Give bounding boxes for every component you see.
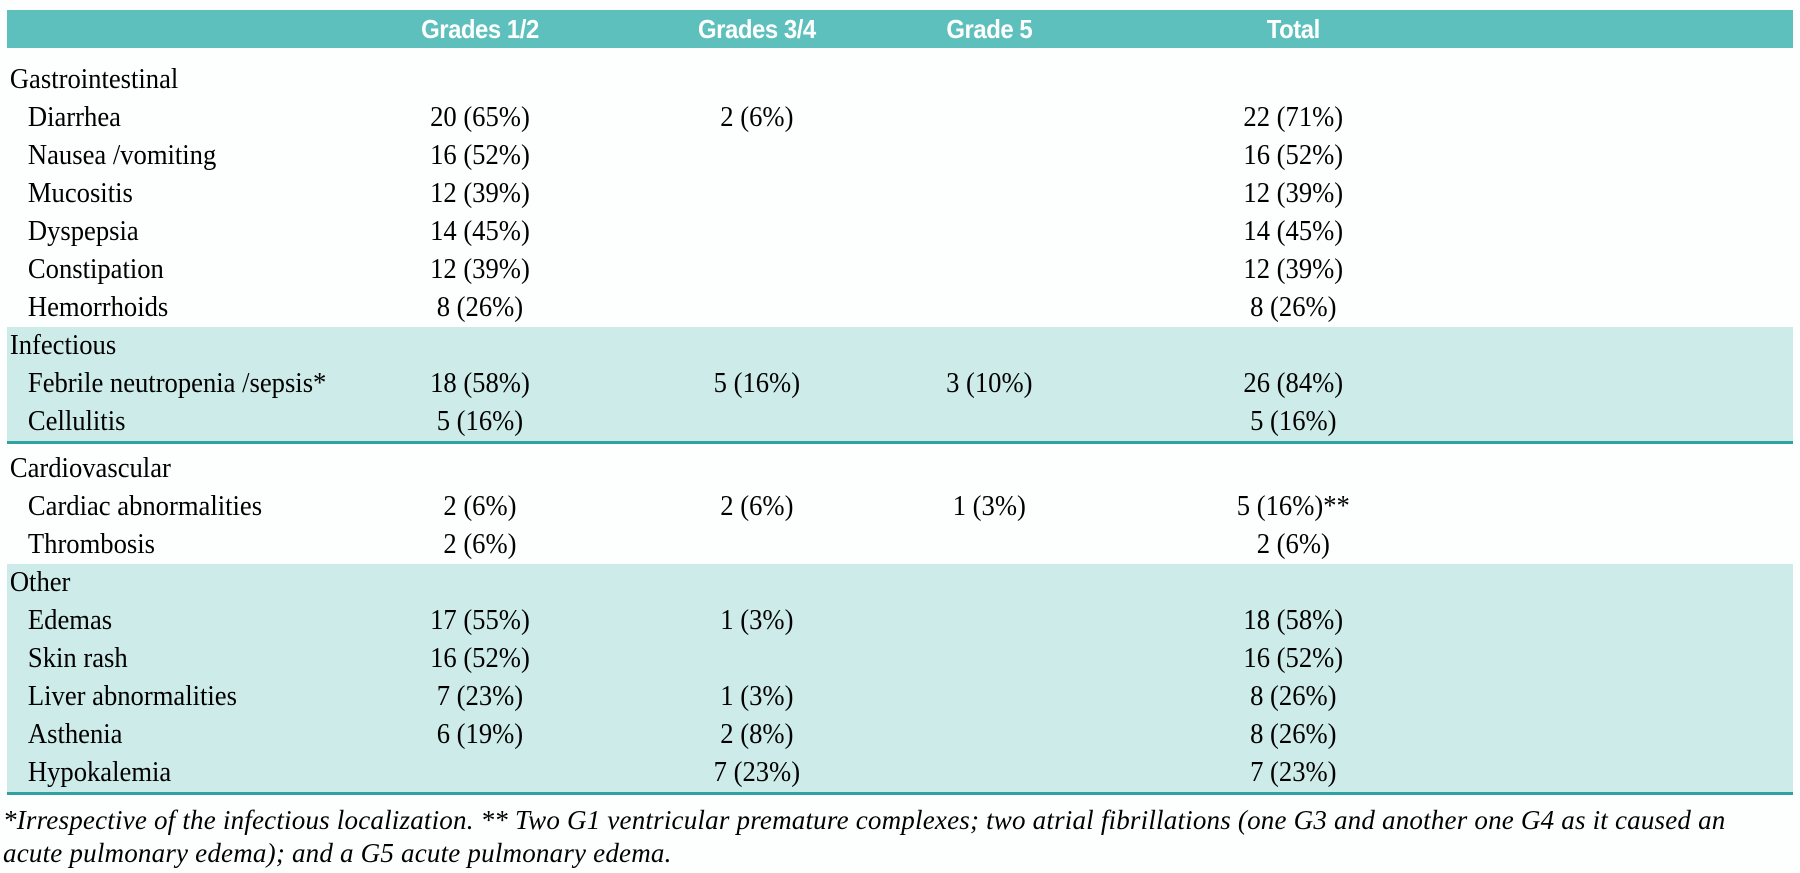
section-header-row: Gastrointestinal bbox=[7, 61, 1793, 99]
table-row: Asthenia 6 (19%) 2 (8%) 8 (26%) bbox=[7, 716, 1793, 754]
table-header-row: Grades 1/2 Grades 3/4 Grade 5 Total bbox=[7, 10, 1793, 48]
cell-grades-3-4: 2 (6%) bbox=[720, 491, 794, 522]
cell-grades-1-2: 7 (23%) bbox=[437, 681, 524, 712]
cell-total: 18 (58%) bbox=[1243, 605, 1343, 636]
row-label: Thrombosis bbox=[27, 529, 155, 560]
column-header-grades-1-2: Grades 1/2 bbox=[421, 13, 540, 44]
cell-grade-5: 1 (3%) bbox=[952, 491, 1026, 522]
cell-total: 12 (39%) bbox=[1243, 178, 1343, 209]
section-title: Cardiovascular bbox=[9, 453, 171, 484]
cell-grades-3-4: 1 (3%) bbox=[720, 681, 794, 712]
section-header-row: Cardiovascular bbox=[7, 450, 1793, 488]
cell-grades-1-2: 12 (39%) bbox=[430, 178, 531, 209]
row-label: Nausea /vomiting bbox=[27, 140, 217, 171]
table-row: Constipation 12 (39%) 12 (39%) bbox=[7, 251, 1793, 289]
row-label: Mucositis bbox=[27, 178, 133, 209]
cell-grade-5: 3 (10%) bbox=[946, 368, 1033, 399]
table-footnote: *Irrespective of the infectious localiza… bbox=[3, 805, 1726, 868]
table-row: Skin rash 16 (52%) 16 (52%) bbox=[7, 640, 1793, 678]
cell-total: 12 (39%) bbox=[1243, 254, 1343, 285]
column-header-total: Total bbox=[1266, 13, 1320, 44]
cell-grades-1-2: 16 (52%) bbox=[430, 643, 531, 674]
cell-grades-3-4: 1 (3%) bbox=[720, 605, 794, 636]
cell-total: 8 (26%) bbox=[1249, 719, 1337, 750]
row-label: Cardiac abnormalities bbox=[27, 491, 263, 522]
row-label: Skin rash bbox=[27, 643, 128, 674]
cell-total: 16 (52%) bbox=[1243, 643, 1343, 674]
table-row: Dyspepsia 14 (45%) 14 (45%) bbox=[7, 213, 1793, 251]
table-row: Liver abnormalities 7 (23%) 1 (3%) 8 (26… bbox=[7, 678, 1793, 716]
cell-total: 5 (16%) bbox=[1249, 406, 1337, 437]
section-header-row: Other bbox=[7, 564, 1793, 602]
table-body: Gastrointestinal Diarrhea 20 (65%) 2 (6%… bbox=[7, 48, 1793, 795]
cell-total: 5 (16%)** bbox=[1236, 491, 1350, 522]
cell-grades-3-4: 2 (8%) bbox=[720, 719, 794, 750]
cell-grades-1-2: 14 (45%) bbox=[430, 216, 531, 247]
row-label: Dyspepsia bbox=[27, 216, 139, 247]
table-row: Thrombosis 2 (6%) 2 (6%) bbox=[7, 526, 1793, 564]
column-header-grades-3-4: Grades 3/4 bbox=[698, 13, 816, 44]
table-row: Nausea /vomiting 16 (52%) 16 (52%) bbox=[7, 137, 1793, 175]
cell-total: 16 (52%) bbox=[1243, 140, 1343, 171]
section-cardiovascular: Cardiovascular Cardiac abnormalities 2 (… bbox=[7, 444, 1793, 564]
cell-grades-1-2: 2 (6%) bbox=[443, 529, 517, 560]
row-label: Hypokalemia bbox=[27, 757, 172, 788]
cell-total: 22 (71%) bbox=[1243, 102, 1343, 133]
table-row: Edemas 17 (55%) 1 (3%) 18 (58%) bbox=[7, 602, 1793, 640]
section-title: Infectious bbox=[9, 330, 117, 361]
column-header-grade-5: Grade 5 bbox=[946, 13, 1033, 44]
cell-grades-1-2: 16 (52%) bbox=[430, 140, 531, 171]
cell-grades-1-2: 18 (58%) bbox=[430, 368, 531, 399]
table-row: Cardiac abnormalities 2 (6%) 2 (6%) 1 (3… bbox=[7, 488, 1793, 526]
table-row: Mucositis 12 (39%) 12 (39%) bbox=[7, 175, 1793, 213]
cell-total: 26 (84%) bbox=[1243, 368, 1343, 399]
table-row: Cellulitis 5 (16%) 5 (16%) bbox=[7, 403, 1793, 441]
row-label: Liver abnormalities bbox=[27, 681, 237, 712]
cell-grades-3-4: 7 (23%) bbox=[713, 757, 801, 788]
cell-total: 14 (45%) bbox=[1243, 216, 1343, 247]
cell-total: 7 (23%) bbox=[1249, 757, 1337, 788]
section-title: Gastrointestinal bbox=[9, 64, 179, 95]
row-label: Constipation bbox=[27, 254, 164, 285]
section-header-row: Infectious bbox=[7, 327, 1793, 365]
row-label: Hemorrhoids bbox=[27, 292, 169, 323]
cell-grades-3-4: 2 (6%) bbox=[720, 102, 794, 133]
table-row: Diarrhea 20 (65%) 2 (6%) 22 (71%) bbox=[7, 99, 1793, 137]
cell-total: 2 (6%) bbox=[1256, 529, 1330, 560]
row-label: Cellulitis bbox=[27, 406, 126, 437]
section-infectious: Infectious Febrile neutropenia /sepsis* … bbox=[7, 327, 1793, 444]
cell-grades-1-2: 2 (6%) bbox=[443, 491, 517, 522]
cell-total: 8 (26%) bbox=[1249, 292, 1337, 323]
cell-grades-1-2: 6 (19%) bbox=[437, 719, 524, 750]
cell-grades-1-2: 8 (26%) bbox=[437, 292, 524, 323]
cell-grades-3-4: 5 (16%) bbox=[713, 368, 801, 399]
cell-grades-1-2: 20 (65%) bbox=[430, 102, 531, 133]
cell-grades-1-2: 17 (55%) bbox=[430, 605, 531, 636]
cell-total: 8 (26%) bbox=[1249, 681, 1337, 712]
table-row: Hypokalemia 7 (23%) 7 (23%) bbox=[7, 754, 1793, 792]
cell-grades-1-2: 5 (16%) bbox=[437, 406, 524, 437]
section-title: Other bbox=[9, 567, 71, 598]
table-row: Febrile neutropenia /sepsis* 18 (58%) 5 … bbox=[7, 365, 1793, 403]
section-other: Other Edemas 17 (55%) 1 (3%) 18 (58%) Sk… bbox=[7, 564, 1793, 795]
cell-grades-1-2: 12 (39%) bbox=[430, 254, 531, 285]
row-label: Asthenia bbox=[27, 719, 123, 750]
row-label: Edemas bbox=[27, 605, 113, 636]
table-row: Hemorrhoids 8 (26%) 8 (26%) bbox=[7, 289, 1793, 327]
section-gastrointestinal: Gastrointestinal Diarrhea 20 (65%) 2 (6%… bbox=[7, 48, 1793, 327]
row-label: Febrile neutropenia /sepsis* bbox=[27, 368, 327, 399]
row-label: Diarrhea bbox=[27, 102, 121, 133]
